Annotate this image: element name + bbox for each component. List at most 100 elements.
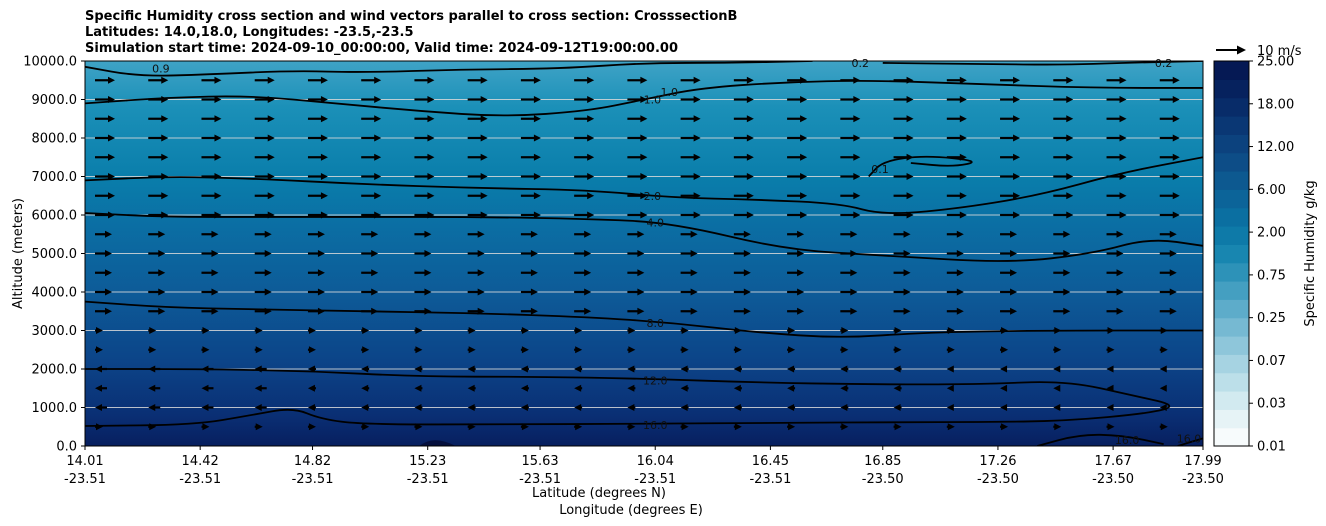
wind-arrow-head <box>1054 327 1062 334</box>
x-tick-label-lat: 14.01 <box>66 454 103 469</box>
wind-arrow-head <box>424 307 432 315</box>
wind-arrow-head <box>637 269 645 277</box>
wind-arrow-head <box>906 211 914 219</box>
wind-arrow-head <box>587 211 595 219</box>
colorbar-segment <box>1214 336 1249 355</box>
wind-arrow-head <box>267 173 275 180</box>
wind-arrow-head <box>201 384 209 392</box>
wind-arrow-head <box>637 307 645 315</box>
colorbar-segment <box>1214 79 1249 99</box>
colorbar-tick-label: 18.00 <box>1257 97 1294 112</box>
y-tick-label: 8000.0 <box>32 132 78 147</box>
wind-arrow-head <box>211 288 219 296</box>
title-line-3: Simulation start time: 2024-09-10_00:00:… <box>85 41 678 56</box>
wind-arrow-head <box>1106 365 1114 373</box>
wind-arrow-head <box>956 269 964 277</box>
x-tick-label-lat: 16.45 <box>752 454 789 469</box>
wind-arrow-head <box>797 269 805 277</box>
wind-arrow-head <box>959 115 967 123</box>
wind-arrow-head <box>424 288 432 296</box>
wind-arrow-head <box>424 230 432 238</box>
y-tick-label: 10000.0 <box>23 55 77 70</box>
wind-arrow-head <box>477 250 485 257</box>
wind-arrow-head <box>467 365 475 373</box>
wind-arrow-head <box>371 250 379 257</box>
wind-arrow-head <box>893 384 901 392</box>
wind-arrow-head <box>956 288 964 296</box>
wind-arrow-head <box>840 365 848 373</box>
wind-arrow-head <box>746 134 754 142</box>
wind-arrow-head <box>680 384 688 392</box>
wind-arrow-head <box>308 423 316 431</box>
wind-arrow-head <box>906 153 914 161</box>
wind-arrow-head <box>1172 173 1180 180</box>
wind-arrow-head <box>956 230 964 238</box>
x-axis-label-lon: Longitude (degrees E) <box>559 503 703 518</box>
wind-arrow-head <box>255 423 263 431</box>
x-tick-label-lat: 14.42 <box>182 454 219 469</box>
wind-arrow-head <box>374 192 382 200</box>
wind-arrow-head <box>1116 269 1124 277</box>
wind-arrow-head <box>746 173 754 180</box>
wind-arrow-head <box>637 230 645 238</box>
wind-arrow-head <box>374 173 382 180</box>
wind-arrow-head <box>161 211 169 219</box>
wind-arrow-head <box>161 76 169 84</box>
wind-arrow-head <box>1172 153 1180 161</box>
wind-arrow-head <box>1106 384 1114 392</box>
wind-arrow-head <box>158 230 166 238</box>
wind-arrow-head <box>575 423 583 431</box>
contour-line-0-2 <box>882 61 1203 66</box>
wind-arrow-head <box>1119 115 1127 123</box>
wind-arrow-head <box>108 76 115 84</box>
wind-arrow-head <box>480 96 488 103</box>
wind-arrow-head <box>264 288 272 296</box>
wind-arrow-head <box>840 384 848 392</box>
colorbar-label: Specific Humidity g/kg <box>1303 180 1318 326</box>
wind-arrow-head <box>1159 404 1167 411</box>
wind-arrow-head <box>574 404 582 411</box>
wind-arrow-head <box>477 307 485 315</box>
wind-arrow-head <box>362 423 370 431</box>
wind-arrow-head <box>317 269 325 277</box>
wind-arrow-head <box>574 365 582 373</box>
colorbar-segment <box>1214 262 1249 282</box>
wind-arrow-head <box>743 269 751 277</box>
wind-arrow-head <box>1001 346 1009 354</box>
x-axis-label-lat: Latitude (degrees N) <box>532 486 666 501</box>
contour-label: 16.0 <box>1177 432 1202 445</box>
wind-arrow-head <box>587 192 595 200</box>
wind-arrow-head <box>148 365 156 373</box>
wind-arrow-head <box>1169 230 1177 238</box>
wind-arrow-head <box>841 423 849 431</box>
wind-arrow-head <box>533 211 541 219</box>
wind-arrow-head <box>214 134 222 142</box>
wind-arrow-head <box>800 115 808 123</box>
wind-arrow-head <box>734 423 742 431</box>
x-tick-label-lat: 16.04 <box>637 454 674 469</box>
wind-arrow-head <box>480 211 488 219</box>
wind-arrow-head <box>1169 269 1177 277</box>
wind-arrow-head <box>320 115 328 123</box>
wind-arrow-head <box>148 384 156 392</box>
colorbar-tick-label: 12.00 <box>1257 140 1294 155</box>
wind-arrow-head <box>468 327 476 334</box>
wind-arrow-head <box>637 250 645 257</box>
wind-arrow-head <box>853 96 861 103</box>
wind-arrow-head <box>148 404 156 411</box>
wind-arrow-head <box>959 211 967 219</box>
wind-arrow-head <box>255 327 263 334</box>
wind-arrow-head <box>1063 230 1071 238</box>
wind-arrow-head <box>640 153 648 161</box>
wind-arrow-head <box>574 384 582 392</box>
colorbar-segment <box>1214 61 1249 80</box>
wind-arrow-head <box>108 115 115 123</box>
wind-arrow-head <box>320 76 328 84</box>
wind-arrow-head <box>1107 423 1115 431</box>
wind-arrow-head <box>267 76 275 84</box>
wind-arrow-head <box>853 76 861 84</box>
y-tick-label: 4000.0 <box>32 286 78 301</box>
wind-arrow-head <box>788 327 796 334</box>
wind-arrow-head <box>903 269 911 277</box>
